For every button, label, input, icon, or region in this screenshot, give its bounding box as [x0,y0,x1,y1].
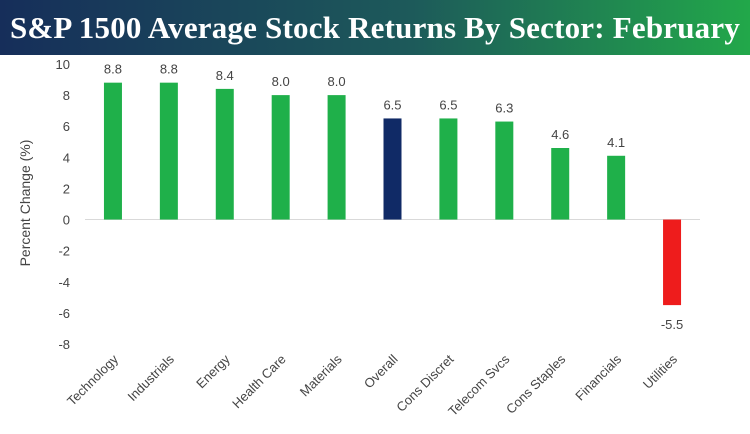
bar [215,88,234,220]
x-tick-label: Overall [361,351,401,391]
x-tick-label: Technology [64,351,121,408]
data-label: 6.5 [439,97,457,112]
y-tick-label: 4 [63,150,70,165]
y-tick-label: -2 [58,244,70,259]
data-label: 6.3 [495,101,513,116]
y-tick-label: -8 [58,337,70,352]
y-axis-title: Percent Change (%) [17,140,33,267]
chart-title-bar: S&P 1500 Average Stock Returns By Sector… [0,0,750,55]
x-tick-label: Industrials [124,351,177,404]
bar [383,118,402,220]
data-label: 6.5 [383,97,401,112]
data-label: 8.0 [272,74,290,89]
bar [439,118,458,220]
x-tick-label: Utilities [640,351,681,392]
data-label: 4.6 [551,127,569,142]
y-tick-label: 8 [63,88,70,103]
data-label: -5.5 [661,317,683,332]
bars [103,82,682,306]
data-label: 8.8 [160,62,178,77]
y-tick-label: -4 [58,275,70,290]
x-tick-label: Cons Staples [503,351,569,417]
bar [327,95,346,220]
y-tick-label: 0 [63,213,70,228]
bar [103,82,122,220]
bar [607,155,626,220]
x-tick-label: Financials [572,351,624,403]
bar [495,121,514,220]
y-tick-label: -6 [58,306,70,321]
data-label: 4.1 [607,135,625,150]
bar [551,148,570,220]
bar [271,95,290,220]
x-tick-label: Energy [193,351,233,391]
y-axis-ticks: 10 8 6 4 2 0 -2 -4 -6 -8 [56,57,70,352]
bar [159,82,178,220]
y-tick-label: 2 [63,181,70,196]
data-label: 8.4 [216,68,234,83]
y-tick-label: 6 [63,119,70,134]
chart-title: S&P 1500 Average Stock Returns By Sector… [9,9,741,45]
x-tick-label: Materials [297,351,345,399]
value-labels: 8.8 8.8 8.4 8.0 8.0 6.5 6.5 6.3 4.6 4.1 -5.5 [104,62,683,332]
data-label: 8.0 [328,74,346,89]
data-label: 8.8 [104,62,122,77]
x-tick-label: Health Care [229,352,289,412]
bar [663,219,682,306]
y-tick-label: 10 [56,57,70,72]
